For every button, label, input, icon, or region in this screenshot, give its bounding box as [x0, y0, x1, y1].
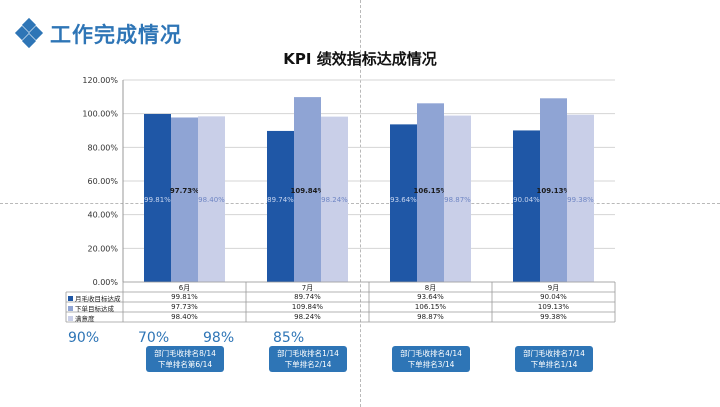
ranking-line: 部门毛收排名8/14 — [154, 349, 216, 358]
data-label: 109.13% — [536, 187, 570, 195]
legend-entry: 满意度 — [68, 313, 95, 323]
bar-1 — [144, 113, 171, 282]
y-tick-label: 40.00% — [87, 211, 118, 220]
target-percent-4: 85% — [273, 330, 305, 346]
bar-2 — [294, 97, 321, 283]
data-label: 109.84% — [290, 187, 324, 195]
data-label: 98.40% — [198, 196, 225, 204]
legend-label: 满意度 — [75, 315, 95, 323]
legend-entry: 月毛收目标达成 — [68, 293, 121, 303]
x-category-label: 7月 — [301, 284, 314, 292]
table-cell-value: 109.13% — [537, 303, 570, 311]
data-label: 98.87% — [444, 196, 471, 204]
target-percent-3: 98% — [203, 330, 235, 346]
bar-3 — [444, 115, 471, 282]
y-tick-label: 0.00% — [93, 278, 119, 287]
ranking-box-june: 部门毛收排名8/14 下单排名第6/14 — [146, 346, 224, 372]
data-label: 97.73% — [170, 187, 199, 195]
x-category-label: 9月 — [547, 284, 560, 292]
ranking-line: 下单排名3/14 — [407, 360, 455, 369]
table-cell-value: 106.15% — [414, 303, 447, 311]
ranking-box-august: 部门毛收排名4/14 下单排名3/14 — [392, 346, 470, 372]
table-cell-value: 90.04% — [540, 293, 567, 301]
ranking-line: 下单排名第6/14 — [157, 360, 213, 369]
data-label: 89.74% — [267, 196, 294, 204]
bar-3 — [567, 114, 594, 283]
bar-2 — [417, 103, 444, 282]
table-cell-value: 98.24% — [294, 313, 321, 321]
data-label: 99.81% — [144, 196, 171, 204]
target-percent-2: 70% — [138, 330, 170, 346]
table-cell-value: 98.87% — [417, 313, 444, 321]
x-category-label: 8月 — [424, 284, 437, 292]
table-cell-value: 99.38% — [540, 313, 567, 321]
table-cell-value: 98.40% — [171, 313, 198, 321]
bar-2 — [540, 98, 567, 282]
data-label: 106.15% — [413, 187, 447, 195]
chart-title: KPI 绩效指标达成情况 — [283, 50, 437, 68]
legend-swatch — [68, 305, 73, 311]
y-tick-label: 80.00% — [87, 143, 118, 152]
slide-header: 工作完成情况 — [14, 14, 182, 54]
x-category-label: 6月 — [178, 284, 191, 292]
bar-2 — [171, 117, 198, 283]
legend-swatch — [68, 295, 73, 301]
ranking-box-september: 部门毛收排名7/14 下单排名1/14 — [515, 346, 593, 372]
legend-label: 下单目标达成 — [75, 305, 114, 313]
data-label: 98.24% — [321, 196, 348, 204]
ranking-line: 下单排名1/14 — [530, 360, 578, 369]
bar-3 — [198, 116, 225, 282]
bar-3 — [321, 116, 348, 282]
table-cell-value: 89.74% — [294, 293, 321, 301]
y-tick-label: 120.00% — [82, 76, 118, 85]
table-cell-value: 97.73% — [171, 303, 198, 311]
legend-entry: 下单目标达成 — [68, 303, 114, 313]
table-cell-value: 93.64% — [417, 293, 444, 301]
table-cell-value: 109.84% — [291, 303, 324, 311]
data-label: 93.64% — [390, 196, 417, 204]
slide-title: 工作完成情况 — [50, 23, 182, 47]
ranking-line: 部门毛收排名4/14 — [400, 349, 462, 358]
ranking-line: 下单排名2/14 — [284, 360, 332, 369]
data-label: 99.38% — [567, 196, 594, 204]
y-tick-label: 20.00% — [87, 244, 118, 253]
bar-1 — [267, 130, 294, 282]
table-cell-value: 99.81% — [171, 293, 198, 301]
legend-label: 月毛收目标达成 — [75, 295, 121, 303]
y-tick-label: 60.00% — [87, 177, 118, 186]
bar-1 — [390, 124, 417, 282]
y-tick-label: 100.00% — [82, 110, 118, 119]
horizontal-guide-line — [0, 203, 720, 204]
bar-1 — [513, 130, 540, 282]
legend-swatch — [68, 315, 73, 321]
ranking-box-july: 部门毛收排名1/14 下单排名2/14 — [269, 346, 347, 372]
target-percent-1: 90% — [68, 330, 100, 346]
data-label: 90.04% — [513, 196, 540, 204]
ranking-line: 部门毛收排名1/14 — [277, 349, 339, 358]
ranking-line: 部门毛收排名7/14 — [523, 349, 585, 358]
